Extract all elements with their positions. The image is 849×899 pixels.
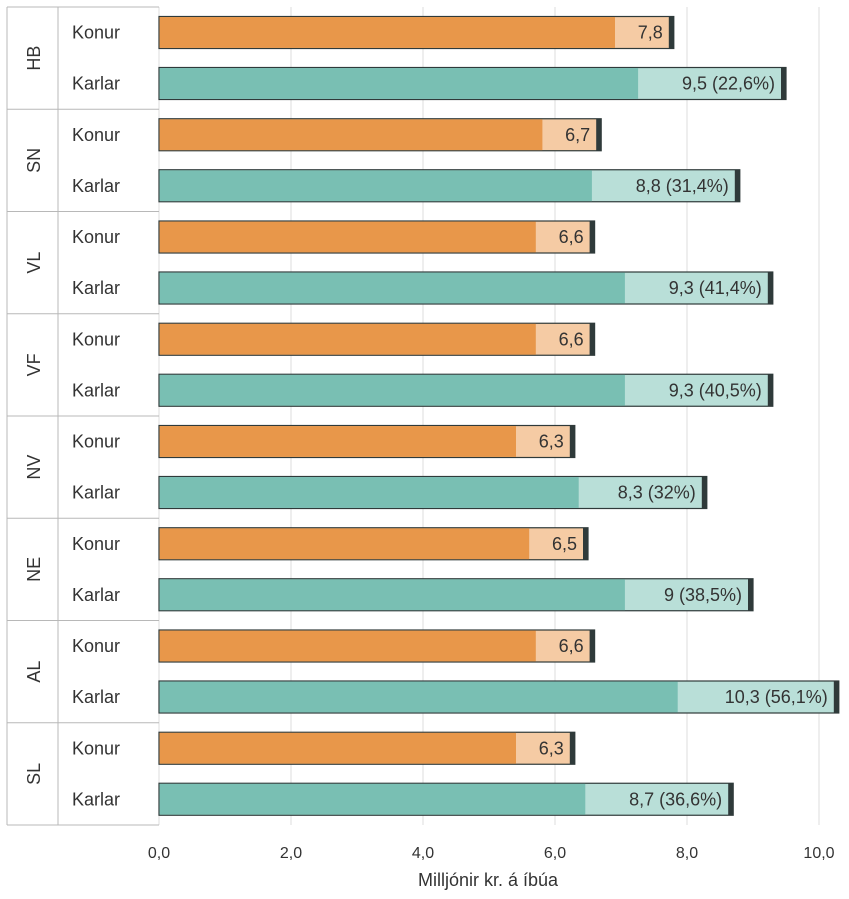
bar-value-label: 7,8: [638, 23, 663, 43]
bar-value-label: 6,7: [565, 125, 590, 145]
bar-end-cap: [728, 783, 734, 816]
bar-end-cap: [596, 118, 602, 151]
bar-category-label: Karlar: [72, 687, 120, 707]
x-tick-label: 0,0: [148, 845, 170, 862]
bar-value-label: 8,3 (32%): [618, 483, 696, 503]
bar-end-cap: [767, 272, 773, 304]
bar-inner: [159, 119, 543, 151]
bar-value-label: 8,7 (36,6%): [629, 789, 722, 809]
bar-value-label: 6,6: [559, 227, 584, 247]
bar-inner: [159, 374, 625, 406]
region-label: AL: [24, 661, 44, 683]
bar-value-label: 6,5: [552, 534, 577, 554]
category-labels: HB Konur 7,8 Karlar 9,5 (22,6%) SN Konur 6,7 Kar…: [24, 23, 828, 810]
bar-category-label: Konur: [72, 432, 120, 452]
bar-inner: [159, 323, 536, 355]
bar-value-label: 9,5 (22,6%): [682, 74, 775, 94]
category-frame: [6, 6, 159, 826]
bar-inner: [159, 783, 586, 815]
bar-category-label: Karlar: [72, 74, 120, 94]
bar-end-cap: [569, 425, 575, 458]
x-tick-label: 8,0: [676, 845, 698, 862]
bar-category-label: Konur: [72, 125, 120, 145]
bar-end-cap: [589, 630, 595, 662]
bar-value-label: 9,3 (41,4%): [669, 278, 762, 298]
region-label: VF: [24, 353, 44, 376]
region-label: NV: [24, 455, 44, 480]
bars: [158, 15, 840, 816]
bar-inner: [159, 426, 516, 457]
bar-category-label: Karlar: [72, 380, 120, 400]
bar-end-cap: [701, 476, 707, 509]
bar-end-cap: [569, 732, 575, 765]
bar-end-cap: [833, 681, 839, 713]
bar-end-cap: [589, 221, 595, 253]
bar-end-cap: [583, 527, 588, 560]
bar-inner: [159, 732, 516, 764]
bar-inner: [159, 272, 625, 304]
bar-category-label: Karlar: [72, 483, 120, 503]
bar-value-label: 10,3 (56,1%): [725, 687, 828, 707]
x-tick-label: 4,0: [412, 845, 434, 862]
bar-inner: [159, 68, 639, 99]
bar-inner: [159, 579, 625, 611]
bar-category-label: Karlar: [72, 789, 120, 809]
bar-end-cap: [767, 374, 773, 407]
x-axis: 0,0 2,0 4,0 6,0 8,0 10,0: [148, 845, 835, 862]
x-axis-title: Milljónir kr. á íbúa: [418, 870, 559, 890]
bar-inner: [159, 170, 592, 202]
bar-value-label: 6,3: [539, 432, 564, 452]
bar-value-label: 6,6: [559, 636, 584, 656]
bar-value-label: 8,8 (31,4%): [636, 176, 729, 196]
bar-inner: [159, 630, 536, 662]
bar-value-label: 9 (38,5%): [664, 585, 742, 605]
bar-end-cap: [589, 323, 595, 356]
x-tick-label: 10,0: [803, 845, 834, 862]
x-tick-label: 6,0: [544, 845, 566, 862]
region-label: VL: [24, 252, 44, 274]
bar-inner: [159, 17, 615, 48]
bar-category-label: Konur: [72, 227, 120, 247]
bar-value-label: 6,6: [559, 329, 584, 349]
bar-inner: [159, 477, 579, 508]
region-label: SL: [24, 763, 44, 785]
bar-category-label: Karlar: [72, 585, 120, 605]
bar-category-label: Konur: [72, 738, 120, 758]
bar-end-cap: [734, 169, 740, 202]
bar-end-cap: [748, 578, 753, 611]
bar-category-label: Konur: [72, 23, 120, 43]
region-label: NE: [24, 557, 44, 582]
bar-value-label: 9,3 (40,5%): [669, 380, 762, 400]
bar-inner: [159, 221, 536, 253]
bar-category-label: Karlar: [72, 278, 120, 298]
x-tick-label: 2,0: [280, 845, 302, 862]
region-label: SN: [24, 148, 44, 173]
bar-inner: [159, 681, 678, 713]
bar-category-label: Konur: [72, 329, 120, 349]
bar-category-label: Karlar: [72, 176, 120, 196]
bar-end-cap: [668, 16, 674, 49]
bar-category-label: Konur: [72, 636, 120, 656]
bar-end-cap: [781, 67, 786, 100]
bar-category-label: Konur: [72, 534, 120, 554]
region-label: HB: [24, 46, 44, 71]
bar-inner: [159, 528, 530, 560]
bar-value-label: 6,3: [539, 738, 564, 758]
